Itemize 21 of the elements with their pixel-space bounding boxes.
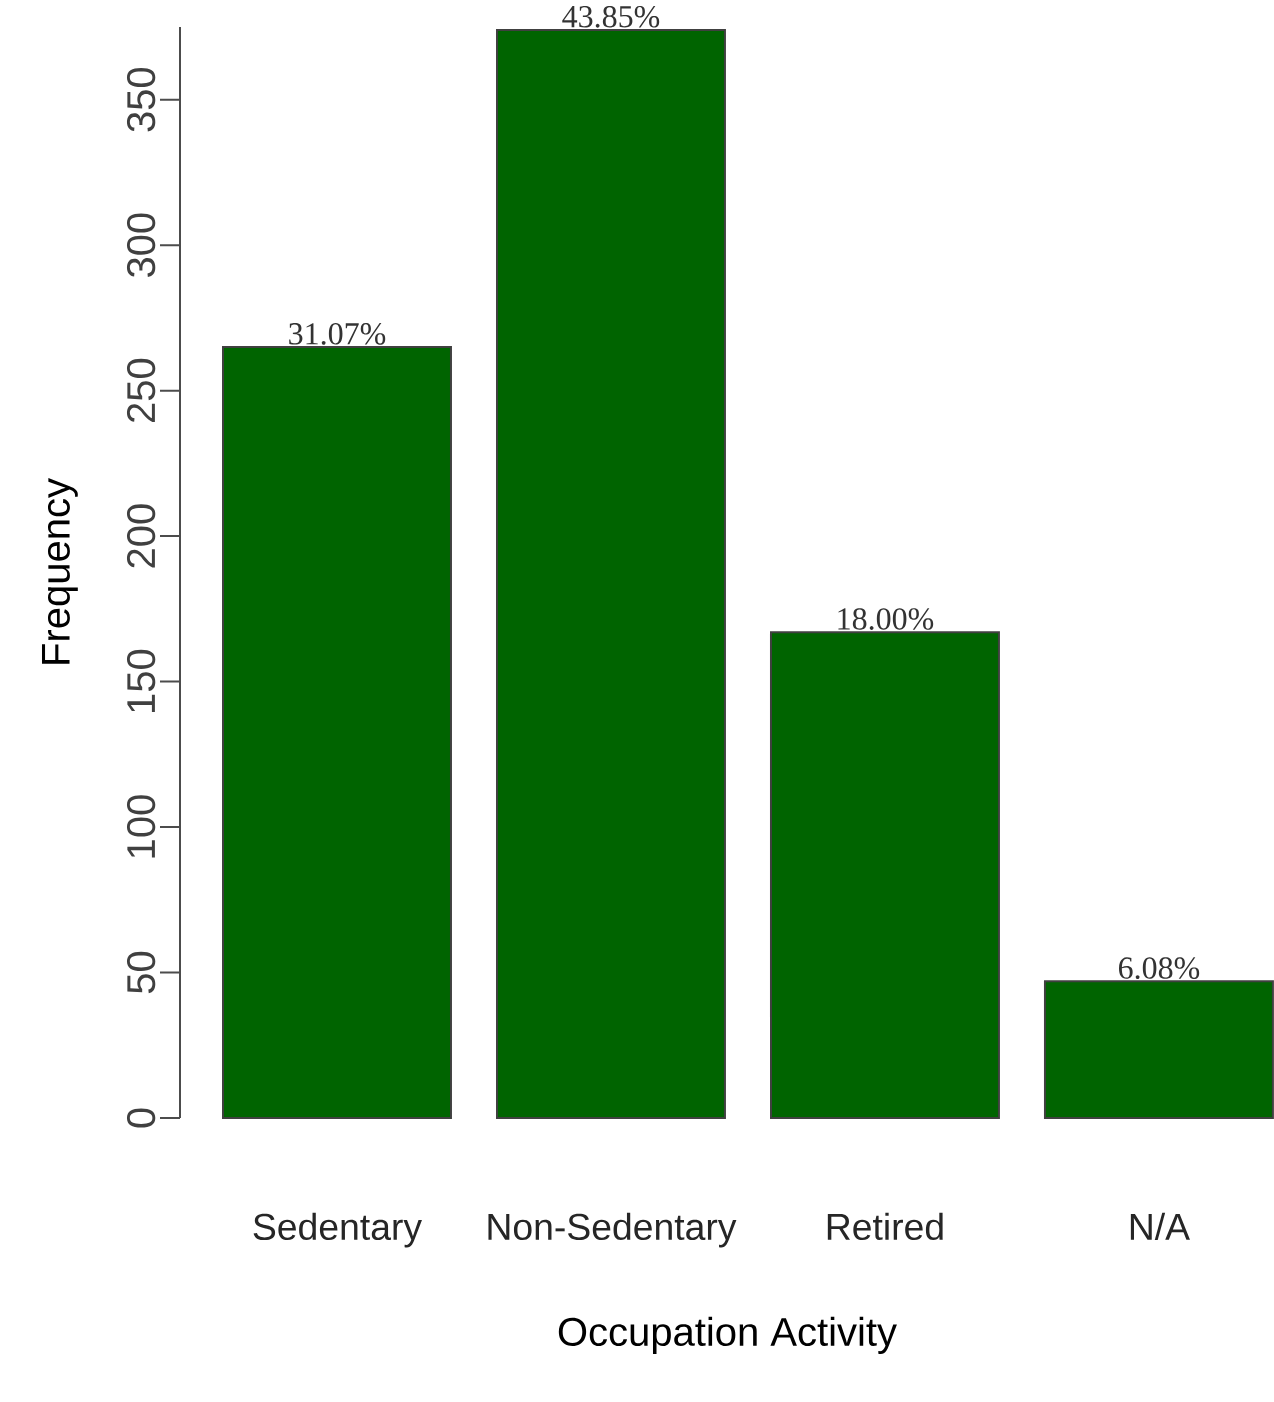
x-tick-label: Non-Sedentary	[488, 1212, 737, 1248]
y-tick-label: 50	[126, 951, 156, 994]
x-tick-label: Sedentary	[253, 1212, 422, 1248]
y-tick-label: 0	[126, 1108, 156, 1128]
bar	[497, 29, 725, 1118]
bar	[223, 347, 451, 1118]
x-axis-title: Occupation Activity	[558, 1316, 897, 1354]
x-tick-label: N/A	[1130, 1212, 1190, 1241]
annotation: 6.08%	[1118, 957, 1200, 979]
y-tick-label: 250	[126, 358, 156, 423]
y-tick-label: 200	[126, 504, 156, 568]
y-tick-label: 150	[126, 649, 156, 712]
x-tick-label: Retired	[827, 1212, 943, 1241]
bar	[770, 632, 999, 1118]
annotation: 18.00%	[838, 608, 934, 630]
annotation: 31.07%	[289, 323, 386, 345]
y-axis-title: Frequency	[41, 478, 78, 664]
y-tick-label: 300	[126, 213, 156, 278]
annotation: 43.85%	[562, 5, 660, 28]
y-tick-label: 100	[126, 795, 156, 858]
y-tick-label: 350	[126, 67, 156, 132]
